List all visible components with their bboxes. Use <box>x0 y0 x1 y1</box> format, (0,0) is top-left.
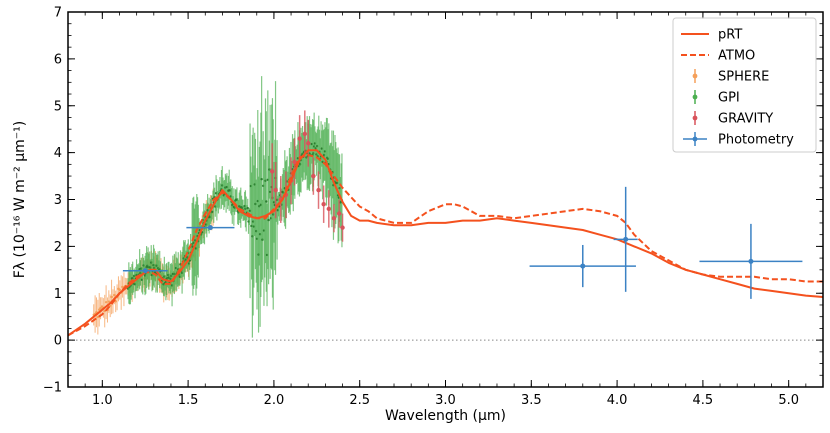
gravity-point <box>306 141 311 146</box>
legend: pRT ATMO SPHERE GPI GRAVITY Photometry <box>672 17 817 153</box>
legend-item-gpi: GPI <box>692 90 740 106</box>
y-tick-label: 5 <box>54 99 62 114</box>
gravity-point <box>292 159 297 165</box>
photometry-point <box>142 268 148 274</box>
photometry-point <box>580 263 586 269</box>
sphere-point <box>107 300 111 303</box>
gravity-point <box>297 136 302 141</box>
sphere-point <box>121 285 124 289</box>
atmo-model-line <box>68 154 823 337</box>
y-tick-label: 7 <box>54 6 62 21</box>
gravity-point <box>340 225 345 230</box>
sphere-point <box>118 288 122 292</box>
photometry-point <box>748 258 754 264</box>
legend-label: pRT <box>718 28 742 43</box>
x-tick-label: 5.0 <box>778 393 799 408</box>
x-tick-label: 4.0 <box>607 393 628 408</box>
prt-model-line <box>68 149 823 337</box>
x-tick-label: 3.0 <box>435 393 456 408</box>
y-tick-label: 3 <box>54 193 62 208</box>
gpi-point <box>260 177 263 181</box>
legend-label: SPHERE <box>718 70 769 85</box>
y-tick-label: 6 <box>54 52 62 67</box>
sphere-point <box>110 295 113 299</box>
gpi-series <box>126 76 344 338</box>
legend-item-photometry: Photometry <box>683 132 794 148</box>
y-tick-label: 0 <box>54 334 62 349</box>
x-tick-label: 1.0 <box>92 393 113 408</box>
legend-box <box>672 17 817 153</box>
legend-label: ATMO <box>718 49 755 64</box>
gpi-point <box>265 200 268 203</box>
gravity-point <box>331 216 337 221</box>
y-tick-label: −1 <box>43 381 62 396</box>
legend-item-prt: pRT <box>681 28 742 43</box>
y-tick-label: 4 <box>54 146 62 161</box>
x-axis-label: Wavelength (µm) <box>385 408 506 424</box>
sphere-point <box>113 293 116 297</box>
legend-label: GPI <box>718 91 740 106</box>
x-tick-label: 2.5 <box>349 393 370 408</box>
legend-item-gravity: GRAVITY <box>692 111 773 127</box>
gravity-point <box>326 206 332 212</box>
gpi-point <box>267 218 270 222</box>
gpi-point <box>211 210 214 214</box>
x-tick-label: 1.5 <box>178 393 199 408</box>
y-tick-label: 2 <box>54 240 62 255</box>
legend-item-atmo: ATMO <box>681 49 755 64</box>
y-axis-label: Fλ (10⁻¹⁶ W m⁻² µm⁻¹) <box>12 121 28 279</box>
x-tick-label: 2.0 <box>264 393 285 408</box>
gravity-point <box>316 187 321 193</box>
legend-label: GRAVITY <box>718 112 773 127</box>
gravity-point <box>269 169 275 174</box>
gravity-series <box>269 110 345 242</box>
legend-item-sphere: SPHERE <box>692 69 769 85</box>
legend-label: Photometry <box>718 133 794 148</box>
legend-swatch-point <box>692 94 698 100</box>
photometry-series <box>122 186 803 299</box>
gravity-point <box>321 201 326 207</box>
gpi-point <box>246 206 249 210</box>
x-tick-label: 4.5 <box>693 393 714 408</box>
legend-swatch-point <box>692 136 698 142</box>
photometry-point <box>207 225 213 231</box>
gravity-point <box>311 173 316 179</box>
y-tick-label: 1 <box>54 287 62 302</box>
photometry-point <box>623 236 629 242</box>
sphere-point <box>109 304 112 307</box>
sphere-point <box>104 301 108 304</box>
gravity-point <box>336 211 342 216</box>
gravity-point <box>273 187 278 193</box>
legend-swatch-point <box>692 73 698 79</box>
x-tick-label: 3.5 <box>521 393 542 408</box>
sphere-point <box>99 307 102 310</box>
legend-swatch-point <box>692 115 698 121</box>
gravity-point <box>302 131 307 137</box>
sphere-point <box>96 315 100 319</box>
